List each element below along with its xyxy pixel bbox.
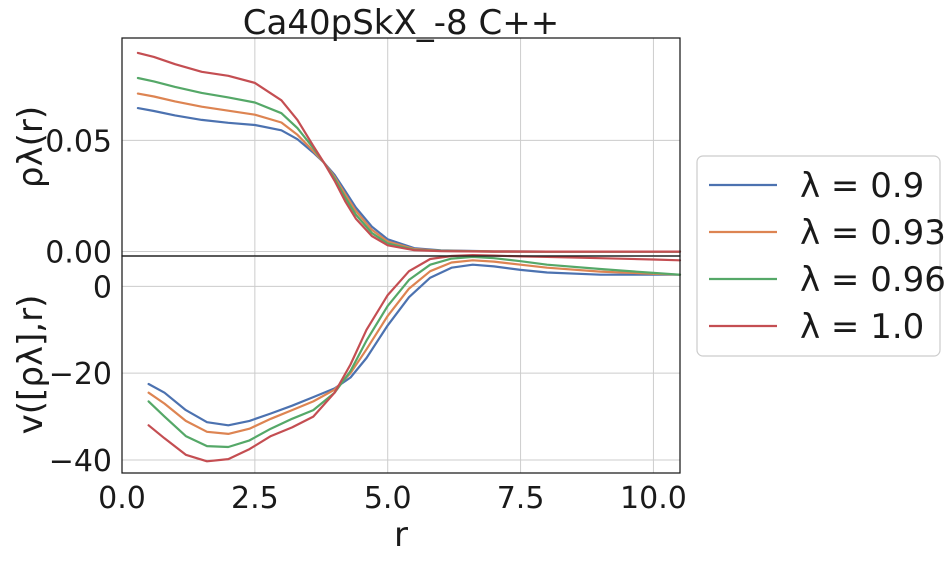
- series-line-potential-0: [147, 263, 682, 427]
- x-tick-label: 2.5: [231, 481, 279, 516]
- potential-panel: −40 −20 0 v([ρλ],r): [11, 254, 682, 479]
- x-tick-label: 10.0: [620, 481, 687, 516]
- y-tick-label: −40: [49, 444, 112, 479]
- legend-label: λ = 0.96: [800, 260, 946, 300]
- y-tick-label: −20: [49, 357, 112, 392]
- y-tick-label: 0: [93, 270, 112, 305]
- chart-title: Ca40pSkX_-8 C++: [243, 3, 559, 43]
- x-tick-label: 0.0: [98, 481, 146, 516]
- y-tick-label: 0.05: [45, 124, 112, 159]
- series-line-density-1: [136, 92, 682, 253]
- legend-box: [696, 155, 941, 357]
- plot-frame: [121, 255, 681, 474]
- y-axis-label: ρλ(r): [11, 106, 51, 188]
- y-tick-label: 0.00: [45, 236, 112, 271]
- series-line-density-2: [136, 76, 682, 253]
- x-tick-label: 5.0: [364, 481, 412, 516]
- y-axis-label: v([ρλ],r): [11, 295, 51, 435]
- plot-frame: [121, 37, 681, 257]
- series-line-density-0: [136, 106, 682, 253]
- legend-label: λ = 0.93: [800, 213, 946, 253]
- series-line-density-3: [136, 51, 682, 253]
- x-axis-label: r: [394, 515, 408, 555]
- x-tick-label: 7.5: [497, 481, 545, 516]
- x-axis: 0.0 2.5 5.0 7.5 10.0: [98, 481, 687, 516]
- legend-label: λ = 1.0: [800, 307, 924, 347]
- series-line-potential-2: [147, 255, 682, 449]
- legend: λ = 0.9 λ = 0.93 λ = 0.96 λ = 1.0: [696, 155, 946, 357]
- legend-label: λ = 0.9: [800, 166, 924, 206]
- series-line-potential-1: [147, 259, 682, 435]
